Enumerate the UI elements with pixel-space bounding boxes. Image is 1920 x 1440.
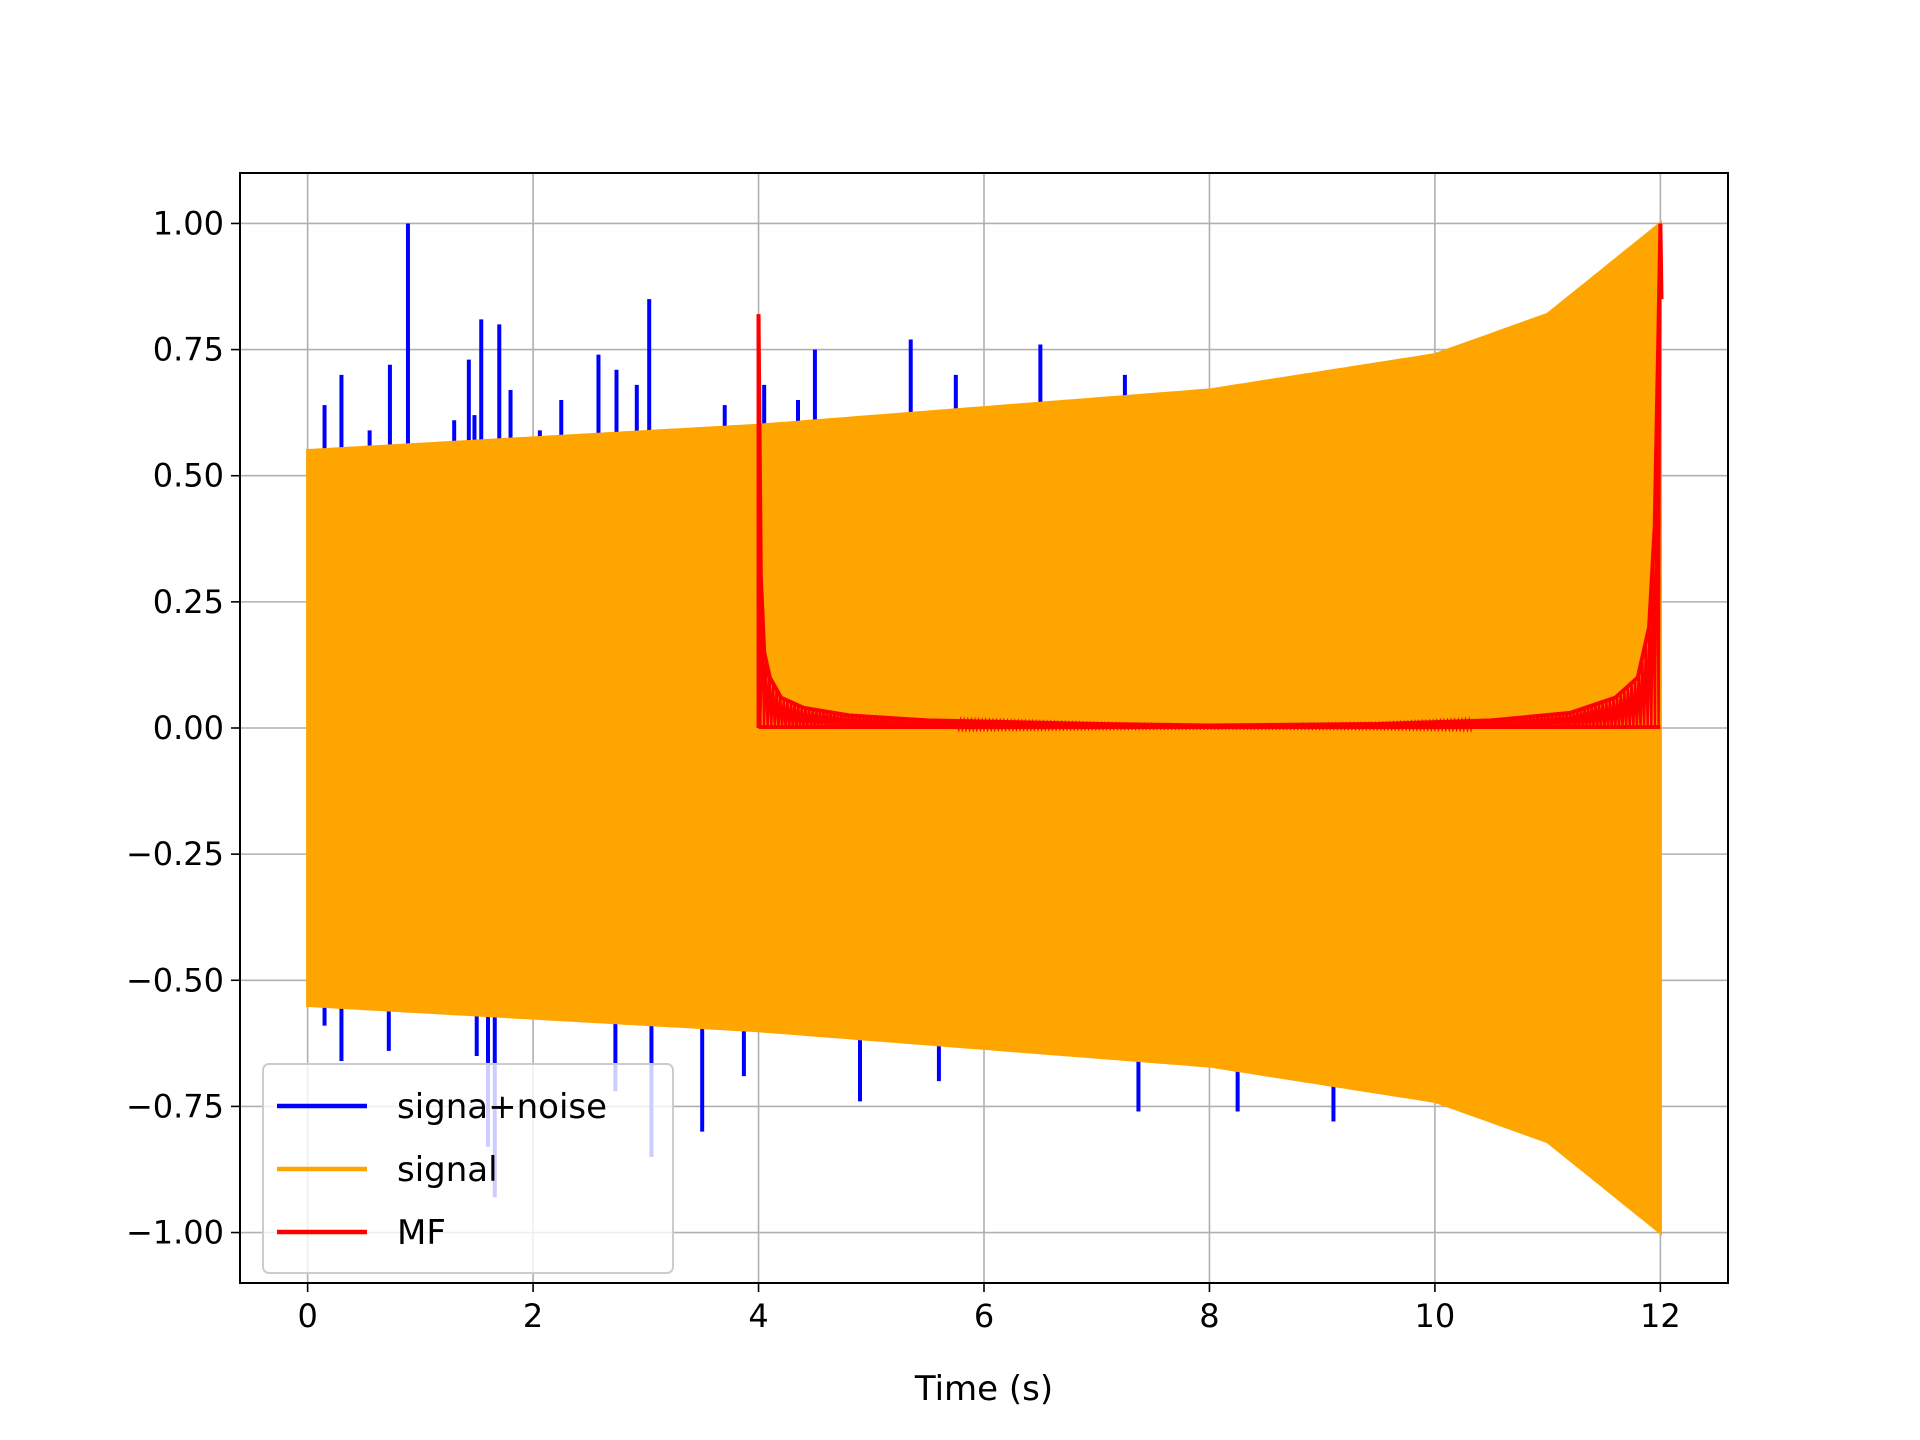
x-tick-label: 4 xyxy=(748,1297,768,1335)
x-axis: 0 2 4 6 8 10 12 xyxy=(297,1283,1681,1335)
y-tick-label: 0.25 xyxy=(153,583,224,621)
legend-box xyxy=(262,1063,674,1274)
series-group xyxy=(306,220,1664,1236)
x-tick-label: 0 xyxy=(297,1297,317,1335)
y-tick-label: −0.50 xyxy=(126,961,224,999)
legend: signa+noise signal MF xyxy=(262,1063,674,1274)
series-mf xyxy=(756,223,1664,733)
x-tick-label: 12 xyxy=(1640,1297,1681,1335)
x-tick-label: 2 xyxy=(523,1297,543,1335)
y-tick-label: 1.00 xyxy=(153,204,224,242)
y-tick-label: −0.25 xyxy=(126,835,224,873)
x-tick-label: 8 xyxy=(1199,1297,1219,1335)
mf-line xyxy=(756,223,1664,728)
x-tick-label: 10 xyxy=(1415,1297,1456,1335)
y-axis: 1.00 0.75 0.50 0.25 0.00 −0.25 −0.50 −0.75 −1.00 xyxy=(126,204,240,1252)
legend-label: signa+noise xyxy=(397,1087,607,1127)
legend-label: MF xyxy=(397,1213,446,1253)
plot-area xyxy=(306,220,1664,1236)
y-tick-label: 0.00 xyxy=(153,709,224,747)
x-tick-label: 6 xyxy=(974,1297,994,1335)
legend-label: signal xyxy=(397,1150,498,1190)
y-tick-label: −1.00 xyxy=(126,1214,224,1252)
y-tick-label: 0.50 xyxy=(153,457,224,495)
y-tick-label: 0.75 xyxy=(153,331,224,369)
x-axis-title: Time (s) xyxy=(914,1369,1053,1409)
y-tick-label: −0.75 xyxy=(126,1087,224,1125)
